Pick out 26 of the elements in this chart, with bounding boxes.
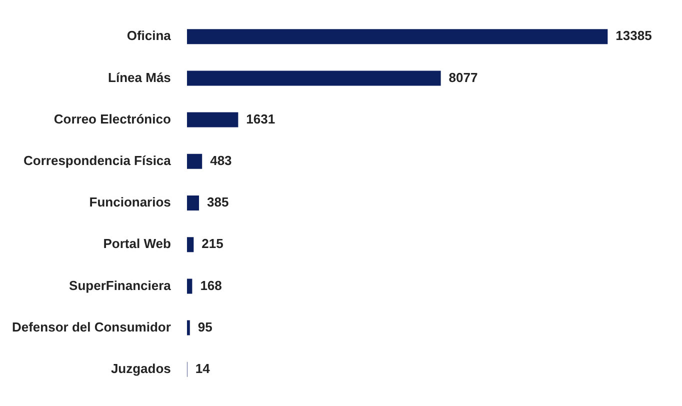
y-tick-label: Oficina bbox=[126, 28, 172, 44]
y-tick-label: Correo Electrónico bbox=[54, 111, 171, 126]
bar bbox=[186, 29, 608, 44]
data-label: 215 bbox=[202, 236, 224, 252]
y-tick-label: Correspondencia Física bbox=[24, 152, 172, 168]
bar bbox=[186, 320, 190, 336]
y-tick-label: Juzgados bbox=[110, 360, 171, 376]
data-label: 385 bbox=[207, 194, 229, 210]
bar bbox=[186, 237, 194, 252]
bar bbox=[186, 196, 200, 210]
y-tick-label: SuperFinanciera bbox=[69, 278, 172, 293]
bar bbox=[186, 112, 238, 128]
data-label: 13385 bbox=[616, 28, 652, 44]
bar bbox=[186, 70, 441, 86]
data-label: 168 bbox=[200, 278, 222, 293]
data-label: 1631 bbox=[246, 111, 276, 126]
bar bbox=[186, 278, 192, 294]
y-tick-label: Defensor del Consumidor bbox=[12, 319, 171, 334]
data-label: 95 bbox=[198, 319, 212, 334]
data-label: 483 bbox=[210, 152, 232, 168]
y-tick-label: Línea Más bbox=[108, 70, 171, 85]
bar bbox=[186, 154, 202, 169]
data-label: 14 bbox=[195, 360, 211, 376]
y-tick-label: Funcionarios bbox=[89, 194, 171, 210]
data-label: 8077 bbox=[448, 70, 478, 85]
y-tick-label: Portal Web bbox=[103, 236, 171, 252]
